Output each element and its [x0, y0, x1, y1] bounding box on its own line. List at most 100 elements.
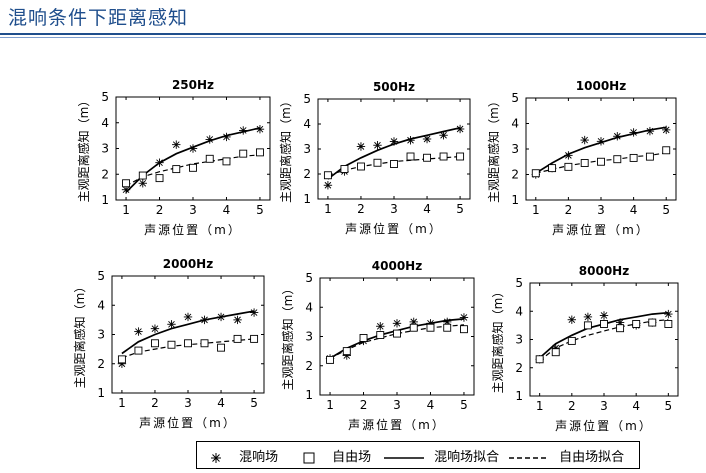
point-free	[217, 343, 225, 352]
point-reverb	[155, 158, 164, 167]
y-axis-label: 主观距离感知（m）	[486, 95, 501, 203]
point-free	[373, 158, 382, 167]
point-free	[616, 324, 625, 333]
fit-line-free	[125, 154, 261, 187]
point-reverb-stroke	[665, 310, 672, 318]
point-reverb-stroke	[172, 141, 180, 148]
y-tick-label: 1	[97, 386, 105, 400]
y-tick-label: 3	[511, 142, 519, 156]
point-reverb	[356, 142, 366, 151]
point-reverb-stroke	[460, 314, 468, 321]
point-reverb	[249, 308, 259, 317]
legend-free-fit-label: 自由场拟合	[559, 450, 625, 465]
y-axis-label: 主观距离感知（m）	[490, 286, 505, 394]
point-reverb-stroke	[250, 309, 258, 316]
x-tick-label: 4	[632, 399, 640, 413]
x-tick-label: 3	[184, 396, 192, 410]
point-reverb	[373, 141, 382, 150]
title-rule	[0, 33, 706, 35]
x-tick-label: 4	[427, 398, 435, 412]
point-free	[662, 146, 671, 155]
point-free	[535, 355, 544, 364]
point-reverb	[150, 324, 160, 333]
y-tick-label: 3	[97, 328, 105, 342]
fit-line-free	[329, 324, 465, 359]
y-tick-label: 5	[511, 91, 519, 105]
point-free	[613, 155, 622, 164]
point-reverb	[389, 137, 399, 146]
y-tick-label: 4	[303, 117, 311, 131]
point-reverb	[200, 315, 209, 325]
point-reverb	[629, 128, 638, 137]
x-tick-label: 3	[597, 203, 605, 217]
fit-line-free	[539, 319, 669, 362]
y-axis-label: 主观距离感知（m）	[76, 95, 91, 203]
x-tick-label: 1	[326, 398, 334, 412]
point-free	[456, 152, 465, 161]
chart-panel-0	[115, 96, 271, 201]
point-reverb	[233, 315, 242, 325]
point-free	[340, 165, 349, 173]
point-reverb-stroke	[584, 313, 592, 321]
point-free	[184, 339, 192, 348]
point-free	[250, 334, 259, 343]
x-tick-label: 4	[217, 396, 225, 410]
x-tick-label: 1	[122, 203, 130, 217]
point-reverb-stroke	[390, 138, 398, 145]
point-reverb-stroke	[600, 312, 608, 319]
x-tick-label: 4	[630, 203, 638, 217]
point-reverb-stroke	[456, 125, 464, 133]
point-reverb	[455, 124, 465, 134]
point-reverb	[439, 131, 448, 140]
point-reverb	[662, 125, 671, 135]
point-reverb-stroke	[407, 136, 414, 144]
slide-title: 混响条件下距离感知	[8, 7, 189, 29]
point-free	[117, 355, 126, 364]
point-reverb-stroke	[189, 145, 197, 152]
y-tick-label: 2	[515, 361, 523, 375]
point-free	[155, 174, 164, 183]
y-tick-label: 2	[101, 167, 109, 181]
point-reverb	[459, 313, 469, 322]
x-axis-label: 声源位置（m）	[555, 418, 653, 433]
point-free	[567, 336, 576, 345]
y-tick-label: 1	[303, 192, 311, 206]
point-free	[600, 320, 608, 328]
x-tick-label: 1	[118, 396, 126, 410]
point-free	[233, 334, 242, 343]
x-tick-label: 2	[565, 203, 573, 217]
point-reverb	[255, 124, 265, 134]
point-reverb	[188, 144, 198, 153]
point-free	[357, 162, 365, 171]
y-tick-label: 5	[97, 269, 105, 283]
y-tick-label: 5	[101, 90, 109, 104]
y-axis-label: 主观距离感知（m）	[72, 281, 87, 389]
point-free	[548, 164, 557, 173]
y-tick-label: 2	[303, 167, 311, 181]
fit-line-reverb	[121, 310, 255, 355]
x-tick-label: 1	[536, 399, 544, 413]
point-reverb	[599, 311, 609, 320]
point-free	[426, 323, 435, 332]
x-tick-label: 2	[156, 203, 164, 217]
point-free	[460, 325, 468, 334]
legend-reverb-fit-label: 混响场拟合	[434, 450, 500, 465]
point-reverb	[183, 312, 193, 322]
point-reverb-stroke	[135, 328, 142, 335]
plot-area	[529, 282, 679, 397]
point-reverb	[216, 312, 226, 322]
point-free	[239, 149, 248, 158]
point-reverb	[222, 132, 231, 142]
x-axis-label: 声源位置（m）	[139, 415, 237, 430]
x-tick-label: 3	[600, 399, 608, 413]
point-reverb	[613, 132, 622, 141]
point-reverb-stroke	[423, 135, 431, 143]
y-tick-label: 5	[515, 276, 523, 290]
point-free	[564, 162, 573, 171]
point-free	[323, 171, 332, 180]
x-tick-label: 2	[357, 202, 365, 216]
legend-reverb: 混响场	[209, 446, 278, 465]
chart-panel-4	[319, 277, 475, 396]
x-tick-label: 5	[662, 203, 670, 217]
point-free	[406, 152, 415, 161]
